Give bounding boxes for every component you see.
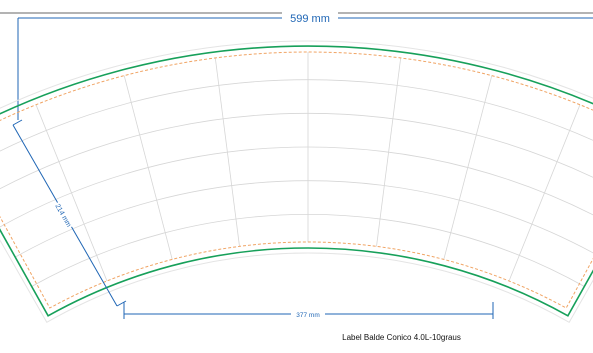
grid-arc-line	[0, 79, 593, 152]
grid-arc-line	[0, 112, 593, 190]
bottom-width-dimension: 377 mm	[123, 302, 494, 319]
label-outline	[0, 45, 593, 317]
grid-arc-line	[15, 180, 593, 258]
slant-dimension-label-bg	[52, 200, 76, 230]
top-dimension-label-bg	[282, 10, 338, 25]
slant-dimension-top-tick	[12, 119, 23, 126]
grid-arc-line	[31, 213, 585, 287]
label-caption: Label Balde Conico 4.0L-10graus	[342, 333, 461, 342]
bottom-dimension-label-bg	[291, 309, 325, 319]
bleed-outline	[0, 40, 593, 323]
slant-height-dimension: 214 mm	[12, 119, 127, 307]
safe-area-outline	[0, 51, 593, 309]
grid	[0, 52, 593, 287]
top-width-dimension: 599 mm	[17, 10, 593, 120]
grid-arc-line	[0, 146, 593, 228]
bottom-dimension-label: 377 mm	[296, 312, 319, 319]
top-dimension-label: 599 mm	[290, 13, 330, 25]
slant-dimension-bottom-tick	[116, 300, 127, 307]
